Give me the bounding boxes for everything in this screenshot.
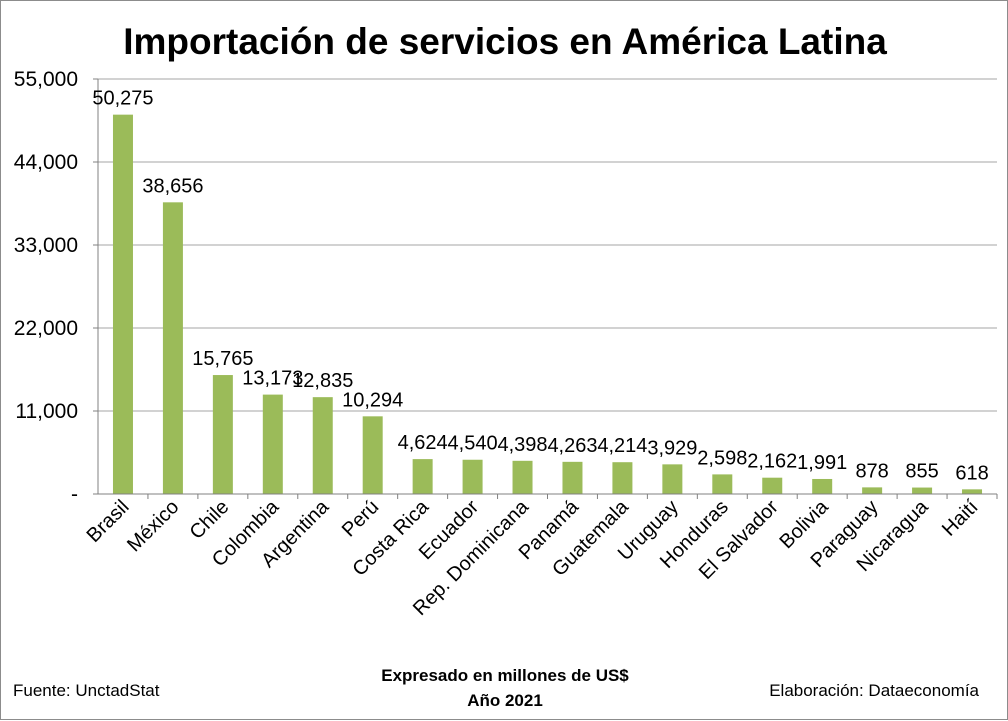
bar: [762, 477, 783, 494]
data-label: 4,263: [547, 435, 597, 457]
data-label: 618: [955, 462, 988, 484]
data-label: 38,656: [142, 175, 203, 197]
category-label: Haití: [938, 496, 983, 541]
units-line: Expresado en millones de US$: [381, 666, 629, 685]
data-label: 855: [905, 461, 938, 483]
data-label: 878: [855, 460, 888, 482]
data-label: 2,162: [747, 451, 797, 473]
bar: [962, 489, 983, 494]
bar: [462, 459, 483, 494]
bar: [212, 375, 233, 494]
source-note: Fuente: UnctadStat: [13, 681, 160, 700]
bar: [812, 478, 833, 494]
bar: [912, 487, 933, 494]
data-label: 4,398: [497, 434, 547, 456]
data-label: 1,991: [797, 452, 847, 474]
data-label: 15,765: [192, 348, 253, 370]
bar: [262, 394, 283, 494]
data-label: 12,835: [292, 370, 353, 392]
y-tick-label: 11,000: [15, 400, 78, 423]
year-line: Año 2021: [467, 691, 543, 710]
data-label: 4,624: [398, 432, 448, 454]
data-label: 4,540: [448, 433, 498, 455]
data-label: 10,294: [342, 389, 403, 411]
y-tick-label: 22,000: [14, 317, 78, 340]
bar: [562, 461, 583, 494]
bar: [412, 459, 433, 494]
bar: [312, 397, 333, 494]
units-note: Expresado en millones de US$ Año 2021: [1, 663, 1008, 713]
credit-note: Elaboración: Dataeconomía: [769, 681, 979, 700]
data-label: 3,929: [647, 437, 697, 459]
bar: [712, 474, 733, 494]
bar: [362, 416, 383, 494]
category-label: Perú: [338, 496, 383, 541]
bar: [862, 487, 883, 494]
bar: [112, 114, 133, 494]
bar: [612, 462, 633, 494]
y-tick-label: -: [71, 483, 78, 506]
data-label: 50,275: [92, 88, 153, 110]
bar: [662, 464, 683, 494]
bar: [512, 460, 533, 494]
category-label: México: [123, 496, 183, 556]
data-label: 4,214: [597, 435, 647, 457]
y-tick-label: 55,000: [14, 68, 78, 91]
bar: [162, 202, 183, 494]
chart-title: Importación de servicios en América Lati…: [123, 21, 887, 62]
data-label: 13,173: [242, 368, 303, 390]
y-tick-label: 44,000: [14, 151, 78, 174]
y-tick-label: 33,000: [14, 234, 78, 257]
data-label: 2,598: [697, 447, 747, 469]
